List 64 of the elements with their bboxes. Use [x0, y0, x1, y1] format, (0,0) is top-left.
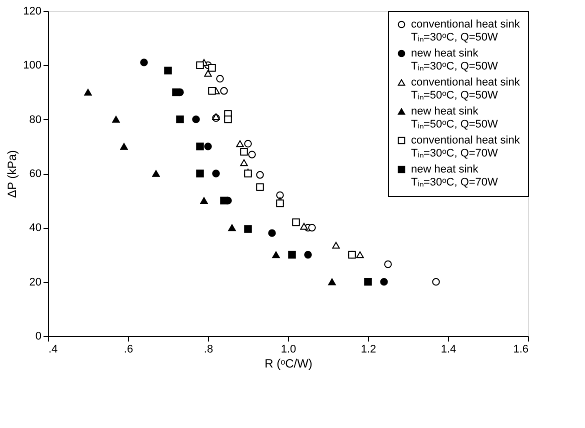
point: [212, 170, 220, 178]
point: [240, 148, 248, 156]
point: [256, 171, 264, 179]
point: [172, 88, 180, 96]
point: [84, 88, 92, 96]
point: [164, 66, 172, 74]
point: [196, 170, 204, 178]
point: [276, 199, 284, 208]
y-tick-label: 80: [29, 114, 42, 126]
point: [300, 222, 308, 230]
y-axis-title: ΔP (kPa): [5, 150, 20, 198]
x-tick-label: 1.6: [513, 344, 528, 356]
point: [328, 278, 336, 286]
point: [224, 115, 232, 124]
point: [332, 242, 340, 249]
point: [268, 229, 276, 237]
x-axis-title: R (ᵒC/W): [264, 356, 312, 370]
x-tick-label: .8: [204, 344, 214, 356]
point: [308, 224, 316, 232]
point: [196, 61, 204, 70]
point: [288, 250, 296, 259]
point: [220, 87, 228, 95]
point: [200, 197, 208, 204]
point: [220, 196, 228, 204]
y-tick-label: 0: [35, 330, 42, 342]
point: [380, 278, 388, 286]
point: [204, 142, 212, 150]
point: [292, 218, 300, 226]
x-tick-label: .4: [48, 344, 58, 356]
point: [208, 64, 216, 72]
point: [204, 70, 212, 77]
point: [208, 87, 216, 95]
x-tick-label: 1.2: [360, 344, 376, 356]
x-tick-label: .6: [124, 344, 134, 356]
point: [236, 140, 244, 148]
y-tick-label: 120: [23, 6, 42, 18]
legend-label: new heat sink Tᵢₙ=30ᵒC, Q=70W: [411, 164, 499, 188]
point: [272, 251, 280, 258]
point: [248, 150, 256, 158]
y-tick-label: 20: [29, 276, 42, 288]
x-tick-label: 1.4: [440, 344, 456, 356]
point: [364, 278, 372, 286]
point: [384, 260, 392, 268]
y-tick-label: 60: [29, 168, 42, 180]
point: [196, 142, 204, 150]
y-tick-label: 40: [29, 222, 42, 234]
point: [304, 250, 312, 259]
point: [240, 159, 248, 166]
point: [112, 116, 120, 123]
point: [120, 143, 128, 150]
y-tick-label: 100: [23, 60, 42, 72]
point: [140, 58, 148, 66]
point: [228, 224, 236, 232]
point: [176, 115, 184, 124]
point: [244, 225, 252, 233]
point: [276, 191, 284, 200]
x-tick-label: 1.0: [280, 344, 296, 356]
point: [244, 140, 252, 148]
point: [152, 170, 160, 177]
point: [192, 115, 200, 124]
point: [356, 251, 364, 258]
point: [256, 183, 264, 191]
point: [432, 278, 440, 286]
point: [216, 74, 224, 83]
